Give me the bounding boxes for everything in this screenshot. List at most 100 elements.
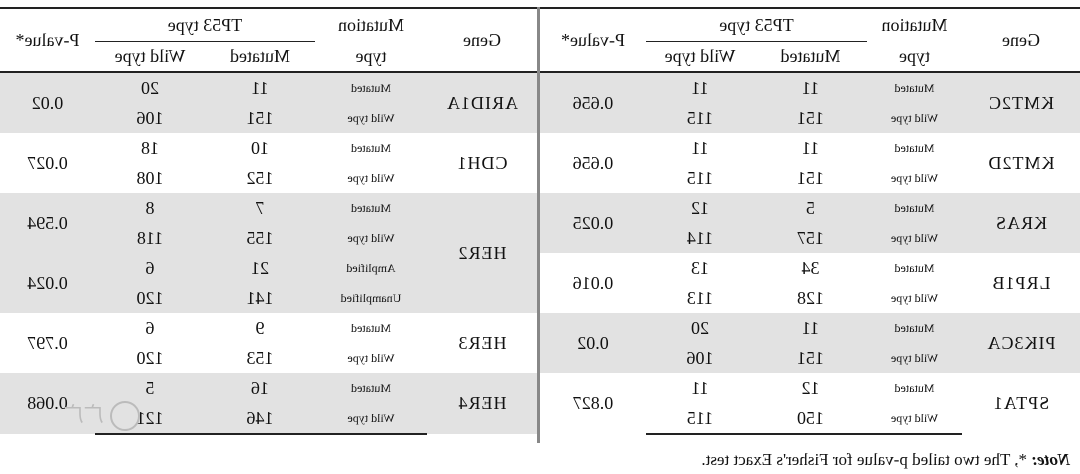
p-value: 0.016 xyxy=(572,272,614,293)
header-gene: Gene xyxy=(962,8,1080,72)
mutation-type: Unamplified xyxy=(315,283,427,313)
wild-type-count: 20 xyxy=(95,72,205,103)
wild-type-count: 13 xyxy=(691,257,709,278)
gene-name: PIK3CA xyxy=(962,313,1080,373)
mutated-count: 16 xyxy=(205,373,315,403)
mutation-type: Wild type xyxy=(867,403,962,434)
table-row: PIK3CA Mutated 11 20 0.02 xyxy=(540,313,1080,373)
header-mutation-type-1: Mutation xyxy=(315,8,427,42)
mutation-type: Wild type xyxy=(890,170,939,185)
right-table-body: ARID1A Mutated 11 20 0.02 Wild type 151 106 CDH1… xyxy=(0,72,537,434)
mutated-count: 11 xyxy=(801,137,820,158)
wild-type-count: 11 xyxy=(691,377,709,398)
header-p-value: P-value* xyxy=(540,8,646,72)
mutated-count: 146 xyxy=(205,403,315,434)
mutation-type: Amplified xyxy=(315,253,427,283)
wild-type-count: 108 xyxy=(136,167,164,188)
right-results-table: Gene Mutation TP53 type P-value* type Mu… xyxy=(0,7,537,435)
gene-name: SPTA1 xyxy=(992,393,1050,413)
header-tp53-type: TP53 type xyxy=(646,8,867,42)
mutated-count: 12 xyxy=(801,377,820,398)
wild-type-count: 106 xyxy=(95,103,205,133)
right-table-panel: Gene Mutation TP53 type P-value* type Mu… xyxy=(0,7,540,443)
mutated-count: 153 xyxy=(246,347,274,368)
gene-name: KMT2C xyxy=(962,72,1080,133)
table-row: SPTA1 Mutated 12 11 0.827 xyxy=(540,373,1080,414)
wild-type-count: 106 xyxy=(646,343,754,373)
gene-name: HER3 xyxy=(457,332,507,353)
left-table-body: KMT2C Mutated 11 11 0.656 Wild type 151 115 KMT2… xyxy=(540,72,1080,434)
mutation-type: Wild type xyxy=(347,350,395,365)
p-value: 0.024 xyxy=(0,253,95,313)
gene-name: KMT2D xyxy=(987,152,1055,173)
wild-type-count: 120 xyxy=(136,347,164,368)
mutated-count: 21 xyxy=(205,253,315,283)
footnote-lead: Note: xyxy=(1031,450,1070,469)
table-row: CDH1 Mutated 10 18 0.027 xyxy=(0,133,537,173)
wild-type-count: 120 xyxy=(95,283,205,313)
mutation-type: Wild type xyxy=(315,103,427,133)
p-value: 0.827 xyxy=(572,393,614,413)
wild-type-count: 115 xyxy=(686,167,714,188)
wild-type-count: 114 xyxy=(646,223,754,253)
header-p-value: P-value* xyxy=(0,8,95,72)
p-value: 0.025 xyxy=(540,193,646,253)
mutated-count: 10 xyxy=(251,137,269,158)
mutated-count: 155 xyxy=(205,223,315,253)
gene-name: KRAS xyxy=(962,193,1080,253)
mutated-count: 9 xyxy=(255,317,265,338)
header-mutation-type-1: Mutation xyxy=(867,8,962,42)
gene-name: HER4 xyxy=(427,373,537,434)
mutated-count: 5 xyxy=(754,193,867,223)
p-value: 0.02 xyxy=(0,72,95,133)
mutated-count: 34 xyxy=(801,257,820,278)
mutated-count: 151 xyxy=(797,167,824,188)
wild-type-count: 8 xyxy=(95,193,205,223)
wild-type-count: 6 xyxy=(145,317,155,338)
header-tp53-type: TP53 type xyxy=(95,8,315,42)
wild-type-count: 118 xyxy=(95,223,205,253)
wild-type-count: 18 xyxy=(141,137,159,158)
header-gene: Gene xyxy=(427,8,537,72)
wild-type-count: 11 xyxy=(646,72,754,103)
header-mutation-type-2: type xyxy=(315,41,427,72)
header-mutated: Mutated xyxy=(754,41,867,72)
mutated-count: 7 xyxy=(205,193,315,223)
gene-name: HER2 xyxy=(427,193,537,313)
mutated-count: 141 xyxy=(205,283,315,313)
mutation-type: Wild type xyxy=(867,343,962,373)
watermark-bubble-icon xyxy=(110,400,140,431)
left-results-table: Gene Mutation TP53 type P-value* type Mu… xyxy=(540,7,1080,435)
mutation-type: Mutated xyxy=(894,140,935,155)
p-value: 0.797 xyxy=(27,332,68,353)
mutated-count: 151 xyxy=(754,343,867,373)
mutated-count: 151 xyxy=(754,103,867,133)
wild-type-count: 12 xyxy=(646,193,754,223)
mutation-type: Mutated xyxy=(894,260,935,275)
mutation-type: Wild type xyxy=(315,223,427,253)
table-row: HER2 Mutated 7 8 0.594 xyxy=(0,193,537,313)
mutation-type: Mutated xyxy=(315,373,427,403)
table-row: KMT2C Mutated 11 11 0.656 xyxy=(540,72,1080,133)
mutated-count: 11 xyxy=(205,72,315,103)
wild-type-count: 6 xyxy=(95,253,205,283)
mutation-type: Wild type xyxy=(890,290,939,305)
mutation-type: Wild type xyxy=(867,223,962,253)
table-row: KRAS Mutated 5 12 0.025 xyxy=(540,193,1080,253)
p-value: 0.594 xyxy=(0,193,95,253)
header-mutation-type-2: type xyxy=(867,41,962,72)
header-wild-type: Wild type xyxy=(646,41,754,72)
gene-name: CDH1 xyxy=(456,152,508,173)
mutation-type: Mutated xyxy=(867,193,962,223)
wild-type-count: 113 xyxy=(686,287,714,308)
watermark-logo: 广广 xyxy=(50,398,140,434)
mutated-count: 128 xyxy=(797,287,824,308)
header-mutated: Mutated xyxy=(205,41,315,72)
wild-type-count: 115 xyxy=(646,403,754,434)
mutated-count: 157 xyxy=(754,223,867,253)
p-value: 0.656 xyxy=(572,152,614,173)
mutated-count: 11 xyxy=(754,313,867,343)
p-value: 0.027 xyxy=(27,152,68,173)
p-value: 0.656 xyxy=(540,72,646,133)
